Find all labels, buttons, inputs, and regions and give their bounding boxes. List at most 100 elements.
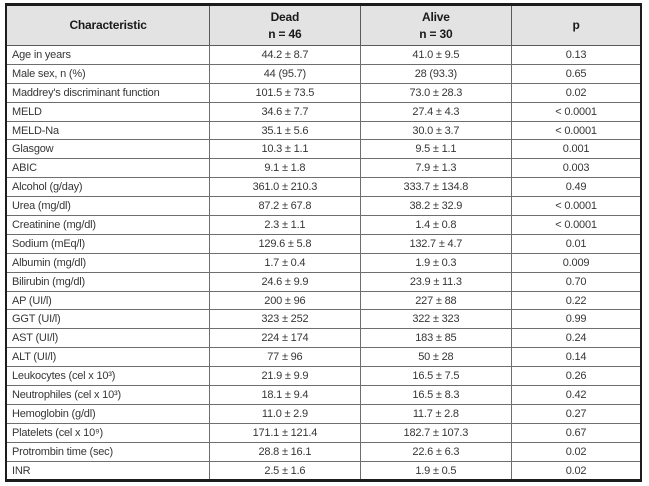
header-alive: Alive n = 30 (359, 4, 513, 46)
row-dead-value: 87.2 ± 67.8 (209, 196, 361, 217)
row-alive-value: 182.7 ± 107.3 (359, 422, 513, 443)
row-dead-value: 77 ± 96 (209, 347, 361, 368)
header-dead-label: Dead (270, 10, 300, 25)
row-p-value: 0.003 (511, 158, 642, 179)
row-p-value: < 0.0001 (511, 120, 642, 141)
row-dead-value: 44.2 ± 8.7 (209, 45, 361, 65)
table-row: ALT (UI/l) 77 ± 96 50 ± 28 0.14 (5, 347, 642, 368)
row-alive-value: 1.9 ± 0.3 (359, 252, 513, 273)
row-alive-value: 333.7 ± 134.8 (359, 177, 513, 198)
header-alive-label: Alive (422, 10, 450, 25)
row-characteristic: Urea (mg/dl) (5, 196, 211, 217)
header-characteristic: Characteristic (5, 4, 211, 46)
row-dead-value: 10.3 ± 1.1 (209, 139, 361, 160)
table-row: GGT (UI/l) 323 ± 252 322 ± 323 0.99 (5, 309, 642, 330)
row-alive-value: 38.2 ± 32.9 (359, 196, 513, 217)
row-characteristic: ALT (UI/l) (5, 347, 211, 368)
row-dead-value: 200 ± 96 (209, 290, 361, 311)
table-row: Neutrophiles (cel x 10³) 18.1 ± 9.4 16.5… (5, 385, 642, 405)
table-row: Alcohol (g/day) 361.0 ± 210.3 333.7 ± 13… (5, 177, 642, 198)
row-p-value: 0.27 (511, 403, 642, 424)
row-dead-value: 21.9 ± 9.9 (209, 366, 361, 387)
row-alive-value: 50 ± 28 (359, 347, 513, 368)
row-p-value: 0.02 (511, 460, 642, 482)
row-alive-value: 27.4 ± 4.3 (359, 101, 513, 122)
row-p-value: 0.02 (511, 82, 642, 103)
row-characteristic: MELD (5, 101, 211, 122)
row-dead-value: 361.0 ± 210.3 (209, 177, 361, 198)
row-characteristic: Glasgow (5, 139, 211, 160)
row-dead-value: 129.6 ± 5.8 (209, 233, 361, 254)
row-characteristic: Bilirubin (mg/dl) (5, 271, 211, 292)
row-dead-value: 1.7 ± 0.4 (209, 252, 361, 273)
table-row: Protrombin time (sec) 28.8 ± 16.1 22.6 ±… (5, 441, 642, 462)
row-p-value: 0.49 (511, 177, 642, 198)
row-alive-value: 183 ± 85 (359, 328, 513, 349)
row-dead-value: 44 (95.7) (209, 63, 361, 84)
row-alive-value: 9.5 ± 1.1 (359, 139, 513, 160)
table-row: Maddrey's discriminant function 101.5 ± … (5, 82, 642, 103)
row-alive-value: 227 ± 88 (359, 290, 513, 311)
header-row: Characteristic Dead n = 46 Alive n = 30 … (5, 4, 642, 46)
table-row: Creatinine (mg/dl) 2.3 ± 1.1 1.4 ± 0.8 <… (5, 215, 642, 235)
row-p-value: 0.001 (511, 139, 642, 160)
table-row: Hemoglobin (g/dl) 11.0 ± 2.9 11.7 ± 2.8 … (5, 403, 642, 424)
row-alive-value: 16.5 ± 7.5 (359, 366, 513, 387)
row-alive-value: 41.0 ± 9.5 (359, 45, 513, 65)
row-dead-value: 323 ± 252 (209, 309, 361, 330)
row-p-value: 0.01 (511, 233, 642, 254)
row-characteristic: AST (UI/l) (5, 328, 211, 349)
row-p-value: 0.24 (511, 328, 642, 349)
row-alive-value: 11.7 ± 2.8 (359, 403, 513, 424)
table-row: Age in years 44.2 ± 8.7 41.0 ± 9.5 0.13 (5, 45, 642, 65)
table-row: Glasgow 10.3 ± 1.1 9.5 ± 1.1 0.001 (5, 139, 642, 160)
row-dead-value: 101.5 ± 73.5 (209, 82, 361, 103)
row-p-value: < 0.0001 (511, 196, 642, 217)
row-alive-value: 16.5 ± 8.3 (359, 385, 513, 405)
table-row: Leukocytes (cel x 10³) 21.9 ± 9.9 16.5 ±… (5, 366, 642, 387)
row-dead-value: 171.1 ± 121.4 (209, 422, 361, 443)
row-alive-value: 28 (93.3) (359, 63, 513, 84)
row-dead-value: 35.1 ± 5.6 (209, 120, 361, 141)
row-dead-value: 2.5 ± 1.6 (209, 460, 361, 482)
row-alive-value: 73.0 ± 28.3 (359, 82, 513, 103)
header-alive-n: n = 30 (419, 26, 453, 41)
row-alive-value: 1.4 ± 0.8 (359, 215, 513, 235)
row-p-value: 0.13 (511, 45, 642, 65)
row-characteristic: Alcohol (g/day) (5, 177, 211, 198)
table-row: Sodium (mEq/l) 129.6 ± 5.8 132.7 ± 4.7 0… (5, 233, 642, 254)
row-alive-value: 322 ± 323 (359, 309, 513, 330)
row-p-value: 0.26 (511, 366, 642, 387)
row-dead-value: 28.8 ± 16.1 (209, 441, 361, 462)
header-dead: Dead n = 46 (209, 4, 361, 46)
table-body: Age in years 44.2 ± 8.7 41.0 ± 9.5 0.13 … (5, 45, 642, 482)
row-alive-value: 30.0 ± 3.7 (359, 120, 513, 141)
row-p-value: 0.22 (511, 290, 642, 311)
row-p-value: < 0.0001 (511, 215, 642, 235)
row-dead-value: 11.0 ± 2.9 (209, 403, 361, 424)
row-dead-value: 18.1 ± 9.4 (209, 385, 361, 405)
row-characteristic: ABIC (5, 158, 211, 179)
table-row: AST (UI/l) 224 ± 174 183 ± 85 0.24 (5, 328, 642, 349)
row-characteristic: Creatinine (mg/dl) (5, 215, 211, 235)
row-dead-value: 224 ± 174 (209, 328, 361, 349)
row-alive-value: 7.9 ± 1.3 (359, 158, 513, 179)
table-row: AP (UI/l) 200 ± 96 227 ± 88 0.22 (5, 290, 642, 311)
row-characteristic: Albumin (mg/dl) (5, 252, 211, 273)
row-p-value: < 0.0001 (511, 101, 642, 122)
table-row: ABIC 9.1 ± 1.8 7.9 ± 1.3 0.003 (5, 158, 642, 179)
row-characteristic: Leukocytes (cel x 10³) (5, 366, 211, 387)
row-p-value: 0.65 (511, 63, 642, 84)
row-characteristic: Protrombin time (sec) (5, 441, 211, 462)
table-row: Male sex, n (%) 44 (95.7) 28 (93.3) 0.65 (5, 63, 642, 84)
row-characteristic: GGT (UI/l) (5, 309, 211, 330)
characteristics-table: Characteristic Dead n = 46 Alive n = 30 … (5, 3, 642, 483)
row-p-value: 0.14 (511, 347, 642, 368)
row-alive-value: 22.6 ± 6.3 (359, 441, 513, 462)
table-row: INR 2.5 ± 1.6 1.9 ± 0.5 0.02 (5, 460, 642, 482)
row-alive-value: 132.7 ± 4.7 (359, 233, 513, 254)
row-alive-value: 23.9 ± 11.3 (359, 271, 513, 292)
table-row: MELD-Na 35.1 ± 5.6 30.0 ± 3.7 < 0.0001 (5, 120, 642, 141)
row-dead-value: 34.6 ± 7.7 (209, 101, 361, 122)
header-p: p (511, 4, 642, 46)
